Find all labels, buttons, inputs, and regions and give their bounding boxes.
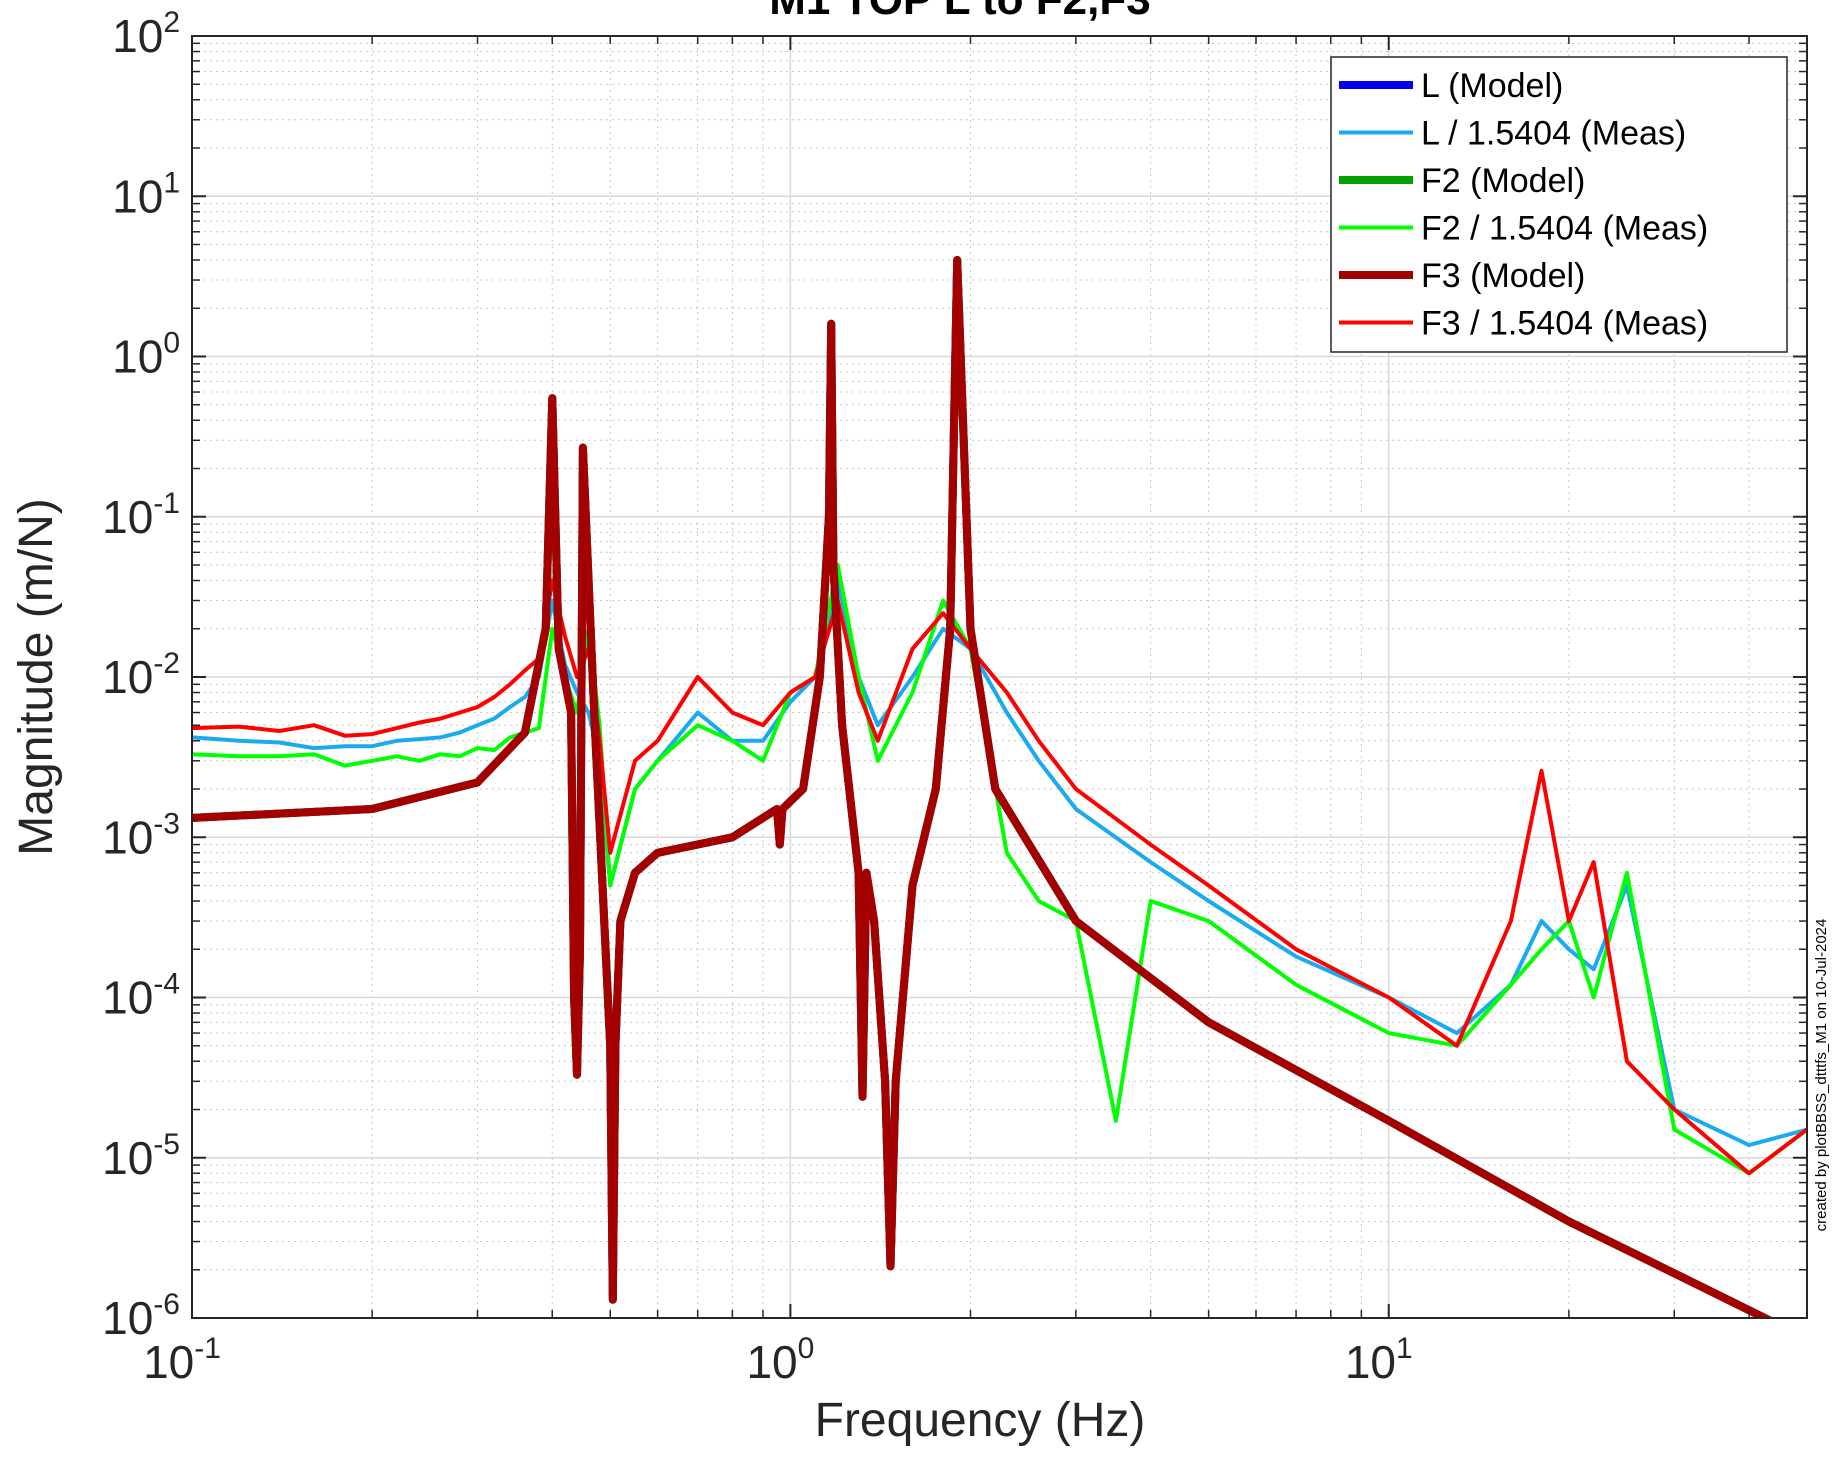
x-tick-label: 10-1 (143, 1332, 221, 1388)
footer-credit: created by plotBBSS_dtttfs_M1 on 10-Jul-… (1813, 919, 1830, 1232)
tick-labels: 10-1 100 101 102 101 100 10-1 10-2 10-3 10-4 10-5 1… (102, 6, 1413, 1388)
y-tick-label: 10-4 (102, 968, 180, 1024)
chart-title: M1 TOP L to F2,F3 (769, 0, 1150, 24)
legend-box (1330, 56, 1788, 353)
legend-label-2: F2 (Model) (1421, 162, 1585, 200)
y-tick-label: 10-3 (102, 807, 180, 863)
y-tick-label: 102 (112, 6, 180, 62)
x-tick-label: 101 (1345, 1332, 1413, 1388)
y-tick-label: 10-5 (102, 1128, 180, 1184)
series-line-3 (192, 563, 1807, 1176)
y-tick-label: 10-2 (102, 647, 180, 703)
legend-label-5: F3 / 1.5404 (Meas) (1421, 305, 1708, 343)
x-axis-label: Frequency (Hz) (815, 1394, 1146, 1447)
axis-ticks (191, 35, 1807, 1319)
legend-label-3: F2 / 1.5404 (Meas) (1421, 210, 1708, 248)
legend-label-4: F3 (Model) (1421, 257, 1585, 295)
series-line-4 (192, 256, 1774, 1318)
legend-label-0: L (Model) (1421, 67, 1563, 105)
legend: L (Model) L / 1.5404 (Meas) F2 (Model) F2 /… (1330, 56, 1788, 353)
series-layer (192, 256, 1807, 1318)
y-axis-label: Magnitude (m/N) (10, 498, 63, 855)
series-line-1 (192, 578, 1807, 1148)
y-tick-label: 100 (112, 327, 180, 383)
y-tick-label: 10-6 (102, 1288, 180, 1344)
y-tick-label: 101 (112, 166, 180, 222)
legend-label-1: L / 1.5404 (Meas) (1421, 115, 1686, 153)
y-tick-label: 10-1 (102, 487, 180, 543)
series-line-5 (192, 578, 1807, 1176)
x-tick-label: 100 (746, 1332, 814, 1388)
